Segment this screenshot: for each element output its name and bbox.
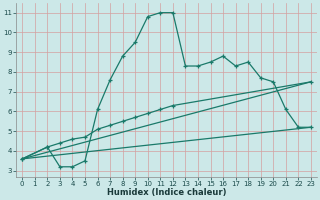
X-axis label: Humidex (Indice chaleur): Humidex (Indice chaleur) bbox=[107, 188, 226, 197]
